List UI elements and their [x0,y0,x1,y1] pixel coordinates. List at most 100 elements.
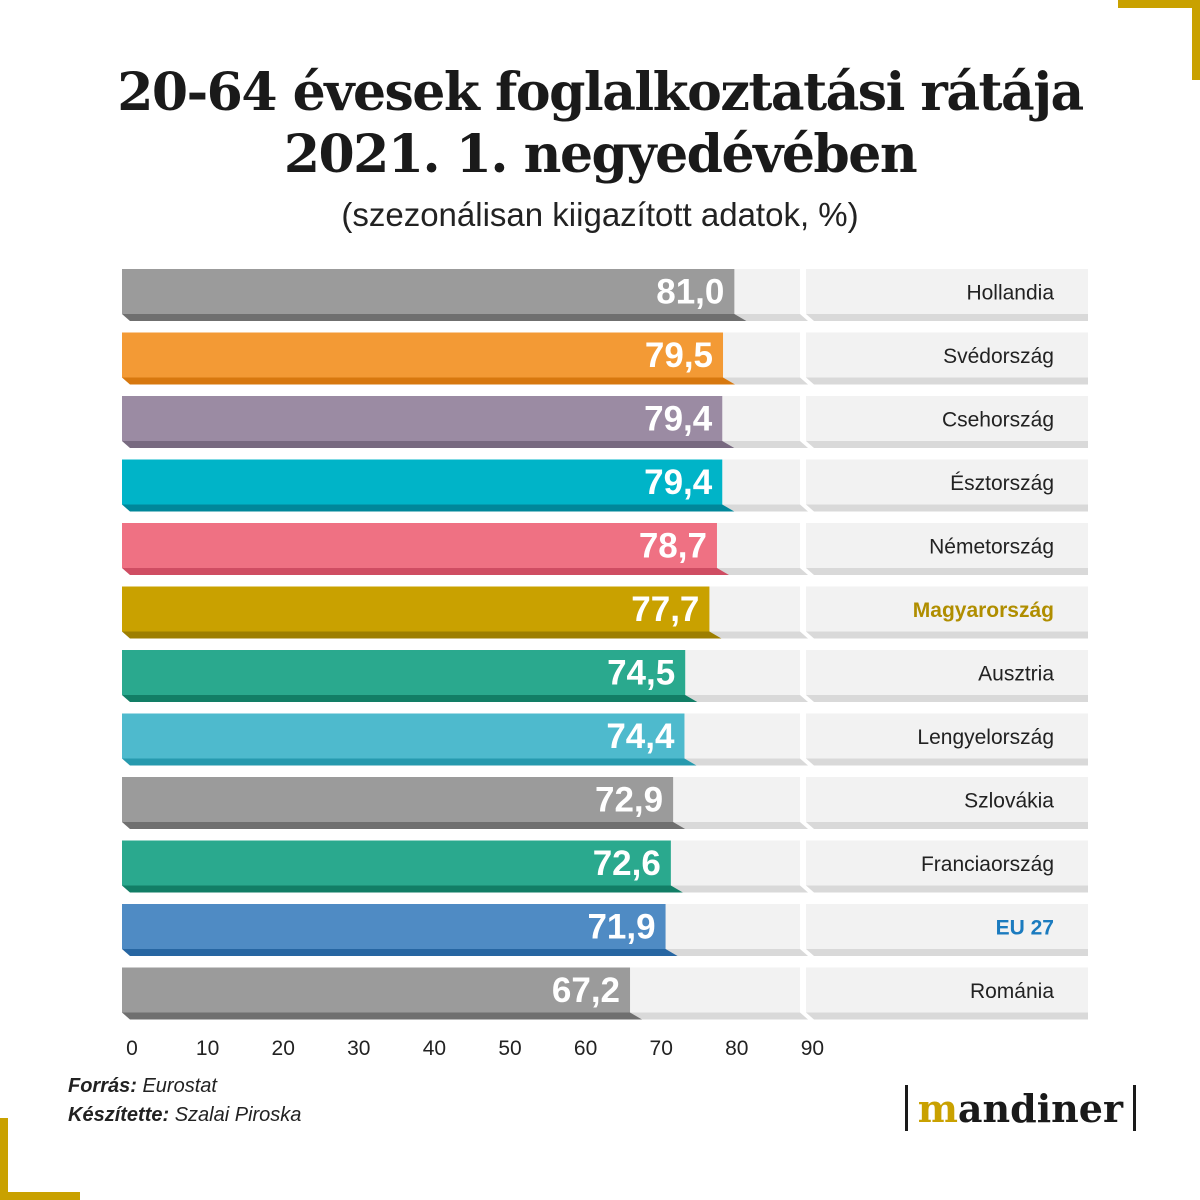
category-box-shadow [806,1012,1088,1020]
credits: Forrás: Eurostat Készítette: Szalai Piro… [68,1072,301,1130]
bar [122,967,631,1013]
bar [122,650,686,695]
bar-shadow [122,822,686,829]
author-key: Készítette: [68,1104,170,1126]
category-box [806,904,1088,949]
x-tick-label: 50 [498,1037,521,1060]
bar-shadow [122,441,735,448]
x-tick-label: 20 [272,1037,295,1060]
bar [122,269,735,314]
category-box-shadow [806,314,1088,321]
x-tick-label: 60 [574,1037,597,1060]
bar [122,523,717,568]
x-tick-label: 70 [650,1037,673,1060]
chart-subtitle: (szezonálisan kiigazított adatok, %) [341,196,859,233]
logo-wordmark: mandiner [918,1086,1123,1131]
chart-title-line-2: 2021. 1. negyedévében [283,124,918,185]
category-label: Hollandia [966,282,1054,305]
category-box-shadow [806,568,1088,575]
chart-title: 20-64 évesek foglalkoztatási rátája 2021… [0,62,1200,186]
value-label: 72,6 [593,844,661,883]
category-label: Észtország [950,472,1054,495]
value-label: 78,7 [639,527,707,566]
x-tick-label: 90 [801,1037,824,1060]
category-label: Magyarország [913,599,1054,622]
value-label: 77,7 [631,590,699,629]
source-line: Forrás: Eurostat [68,1072,301,1101]
category-box-shadow [806,377,1088,385]
x-tick-label: 80 [725,1037,748,1060]
category-box [806,840,1088,886]
corner-accent-bottom-left-vertical [0,1118,8,1200]
bar-shadow [122,885,683,893]
category-label: Franciaország [921,853,1054,876]
bar [122,586,710,632]
bar-shadow [122,568,729,575]
bar-shadow [122,695,698,702]
value-label: 79,4 [644,400,713,439]
value-label: 74,4 [606,717,675,756]
category-box-shadow [806,885,1088,893]
corner-accent-top-right-vertical [1192,0,1200,80]
value-label: 71,9 [587,908,655,947]
logo-m: m [917,1085,958,1131]
category-box-shadow [806,758,1088,766]
logo-left-bar [904,1085,908,1131]
x-tick-label: 30 [347,1037,370,1060]
bar-chart: 81,0 Hollandia 79,5 Svédország 79,4 Csehorszá… [122,269,1088,1060]
logo-rest: andiner [957,1085,1123,1131]
source-key: Forrás: [68,1075,137,1097]
x-tick-label: 40 [423,1037,446,1060]
category-box-shadow [806,631,1088,639]
chart-title-line-1: 20-64 évesek foglalkoztatási rátája [117,62,1084,123]
corner-accent-top-right-horizontal [1118,0,1200,8]
category-box-shadow [806,441,1088,448]
bar [122,840,671,886]
bar-shadow [122,949,678,956]
author-line: Készítette: Szalai Piroska [68,1101,301,1130]
corner-accent-bottom-left-horizontal [0,1192,80,1200]
value-label: 79,4 [644,463,713,502]
x-tick-label: 10 [196,1037,219,1060]
category-box [806,332,1088,378]
value-label: 72,9 [595,781,663,820]
bar-shadow [122,504,735,512]
category-label: Svédország [943,345,1054,368]
category-label: Lengyelország [917,726,1054,749]
x-tick-label: 0 [126,1037,138,1060]
bar-shadow [122,1012,643,1020]
category-box [806,586,1088,632]
bar-shadow [122,314,747,321]
category-label: Szlovákia [964,790,1054,813]
value-label: 74,5 [607,654,675,693]
category-label: Németország [929,536,1054,559]
bar [122,459,723,505]
category-label: Csehország [942,409,1054,432]
bar [122,777,674,822]
category-box [806,396,1088,441]
bar [122,332,724,378]
source-value: Eurostat [142,1075,217,1097]
category-box [806,650,1088,695]
bar-shadow [122,631,722,639]
bar [122,396,723,441]
category-label: Ausztria [978,663,1054,686]
category-label: EU 27 [996,917,1054,940]
bar-shadow [122,758,697,766]
brand-logo: mandiner [895,1085,1146,1131]
value-label: 67,2 [552,971,620,1010]
bar [122,713,685,759]
category-box [806,269,1088,314]
category-box [806,777,1088,822]
category-box [806,459,1088,505]
category-box-shadow [806,822,1088,829]
author-value: Szalai Piroska [174,1104,302,1126]
category-box-shadow [806,504,1088,512]
value-label: 81,0 [656,273,724,312]
category-box-shadow [806,695,1088,702]
value-label: 79,5 [645,336,713,375]
logo-right-bar [1133,1085,1136,1131]
bar [122,904,666,949]
category-label: Románia [970,980,1054,1003]
category-box-shadow [806,949,1088,956]
